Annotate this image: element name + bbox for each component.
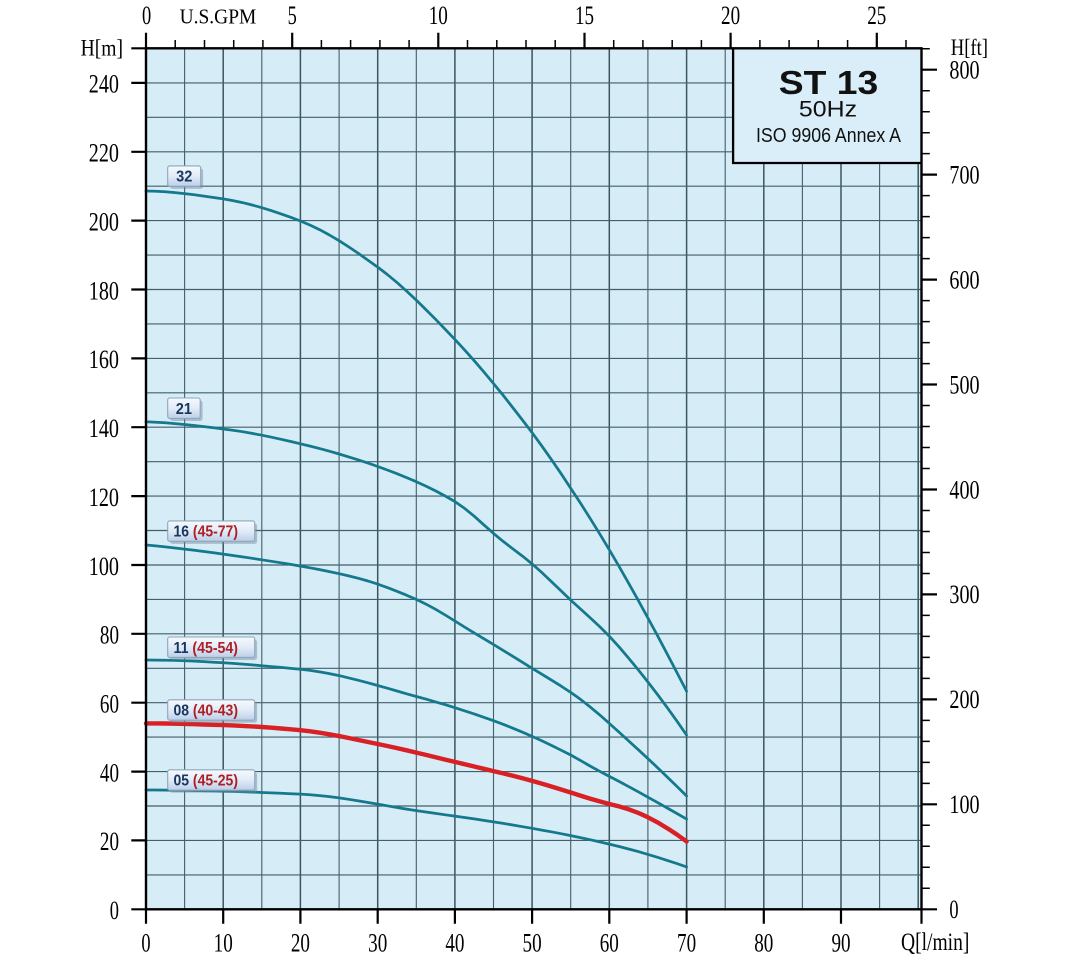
svg-text:ISO 9906 Annex A: ISO 9906 Annex A (756, 125, 902, 147)
svg-text:H[m]: H[m] (81, 36, 123, 61)
svg-text:60: 60 (100, 690, 119, 719)
svg-text:140: 140 (89, 414, 119, 443)
svg-text:5: 5 (288, 1, 297, 30)
svg-text:200: 200 (949, 685, 979, 714)
svg-text:0: 0 (142, 1, 151, 30)
svg-text:16 (45-77): 16 (45-77) (174, 524, 239, 541)
svg-text:Q[l/min]: Q[l/min] (901, 929, 969, 956)
svg-text:30: 30 (368, 929, 387, 958)
svg-text:25: 25 (867, 1, 886, 30)
svg-text:160: 160 (89, 345, 119, 374)
svg-text:ST 13: ST 13 (779, 64, 879, 101)
svg-text:120: 120 (89, 483, 119, 512)
svg-text:300: 300 (949, 580, 979, 609)
svg-text:70: 70 (677, 929, 696, 958)
svg-text:10: 10 (214, 929, 233, 958)
svg-text:50: 50 (523, 929, 542, 958)
svg-text:0: 0 (949, 895, 958, 924)
svg-text:40: 40 (100, 758, 119, 787)
svg-text:05 (45-25): 05 (45-25) (174, 773, 239, 790)
svg-text:400: 400 (949, 475, 979, 504)
svg-text:08 (40-43): 08 (40-43) (174, 703, 239, 720)
svg-text:10: 10 (429, 1, 448, 30)
svg-text:15: 15 (575, 1, 594, 30)
svg-text:0: 0 (141, 929, 150, 958)
svg-text:20: 20 (291, 929, 310, 958)
svg-text:180: 180 (89, 276, 119, 305)
svg-text:U.S.GPM: U.S.GPM (180, 5, 257, 29)
svg-text:700: 700 (949, 160, 979, 189)
svg-text:240: 240 (89, 70, 119, 99)
svg-text:80: 80 (754, 929, 773, 958)
svg-text:20: 20 (721, 1, 740, 30)
svg-text:21: 21 (176, 401, 192, 418)
svg-text:90: 90 (831, 929, 850, 958)
svg-text:800: 800 (949, 56, 979, 85)
svg-text:200: 200 (89, 207, 119, 236)
svg-text:80: 80 (100, 621, 119, 650)
svg-text:220: 220 (89, 139, 119, 168)
svg-text:H[ft]: H[ft] (951, 35, 988, 60)
svg-text:100: 100 (89, 552, 119, 581)
svg-text:32: 32 (176, 169, 192, 186)
svg-text:40: 40 (445, 929, 464, 958)
svg-text:11 (45-54): 11 (45-54) (174, 640, 239, 657)
svg-text:600: 600 (949, 265, 979, 294)
svg-text:20: 20 (100, 827, 119, 856)
svg-text:0: 0 (110, 896, 119, 925)
svg-text:100: 100 (949, 790, 979, 819)
svg-text:60: 60 (600, 929, 619, 958)
svg-text:50Hz: 50Hz (799, 97, 857, 122)
svg-text:500: 500 (949, 370, 979, 399)
